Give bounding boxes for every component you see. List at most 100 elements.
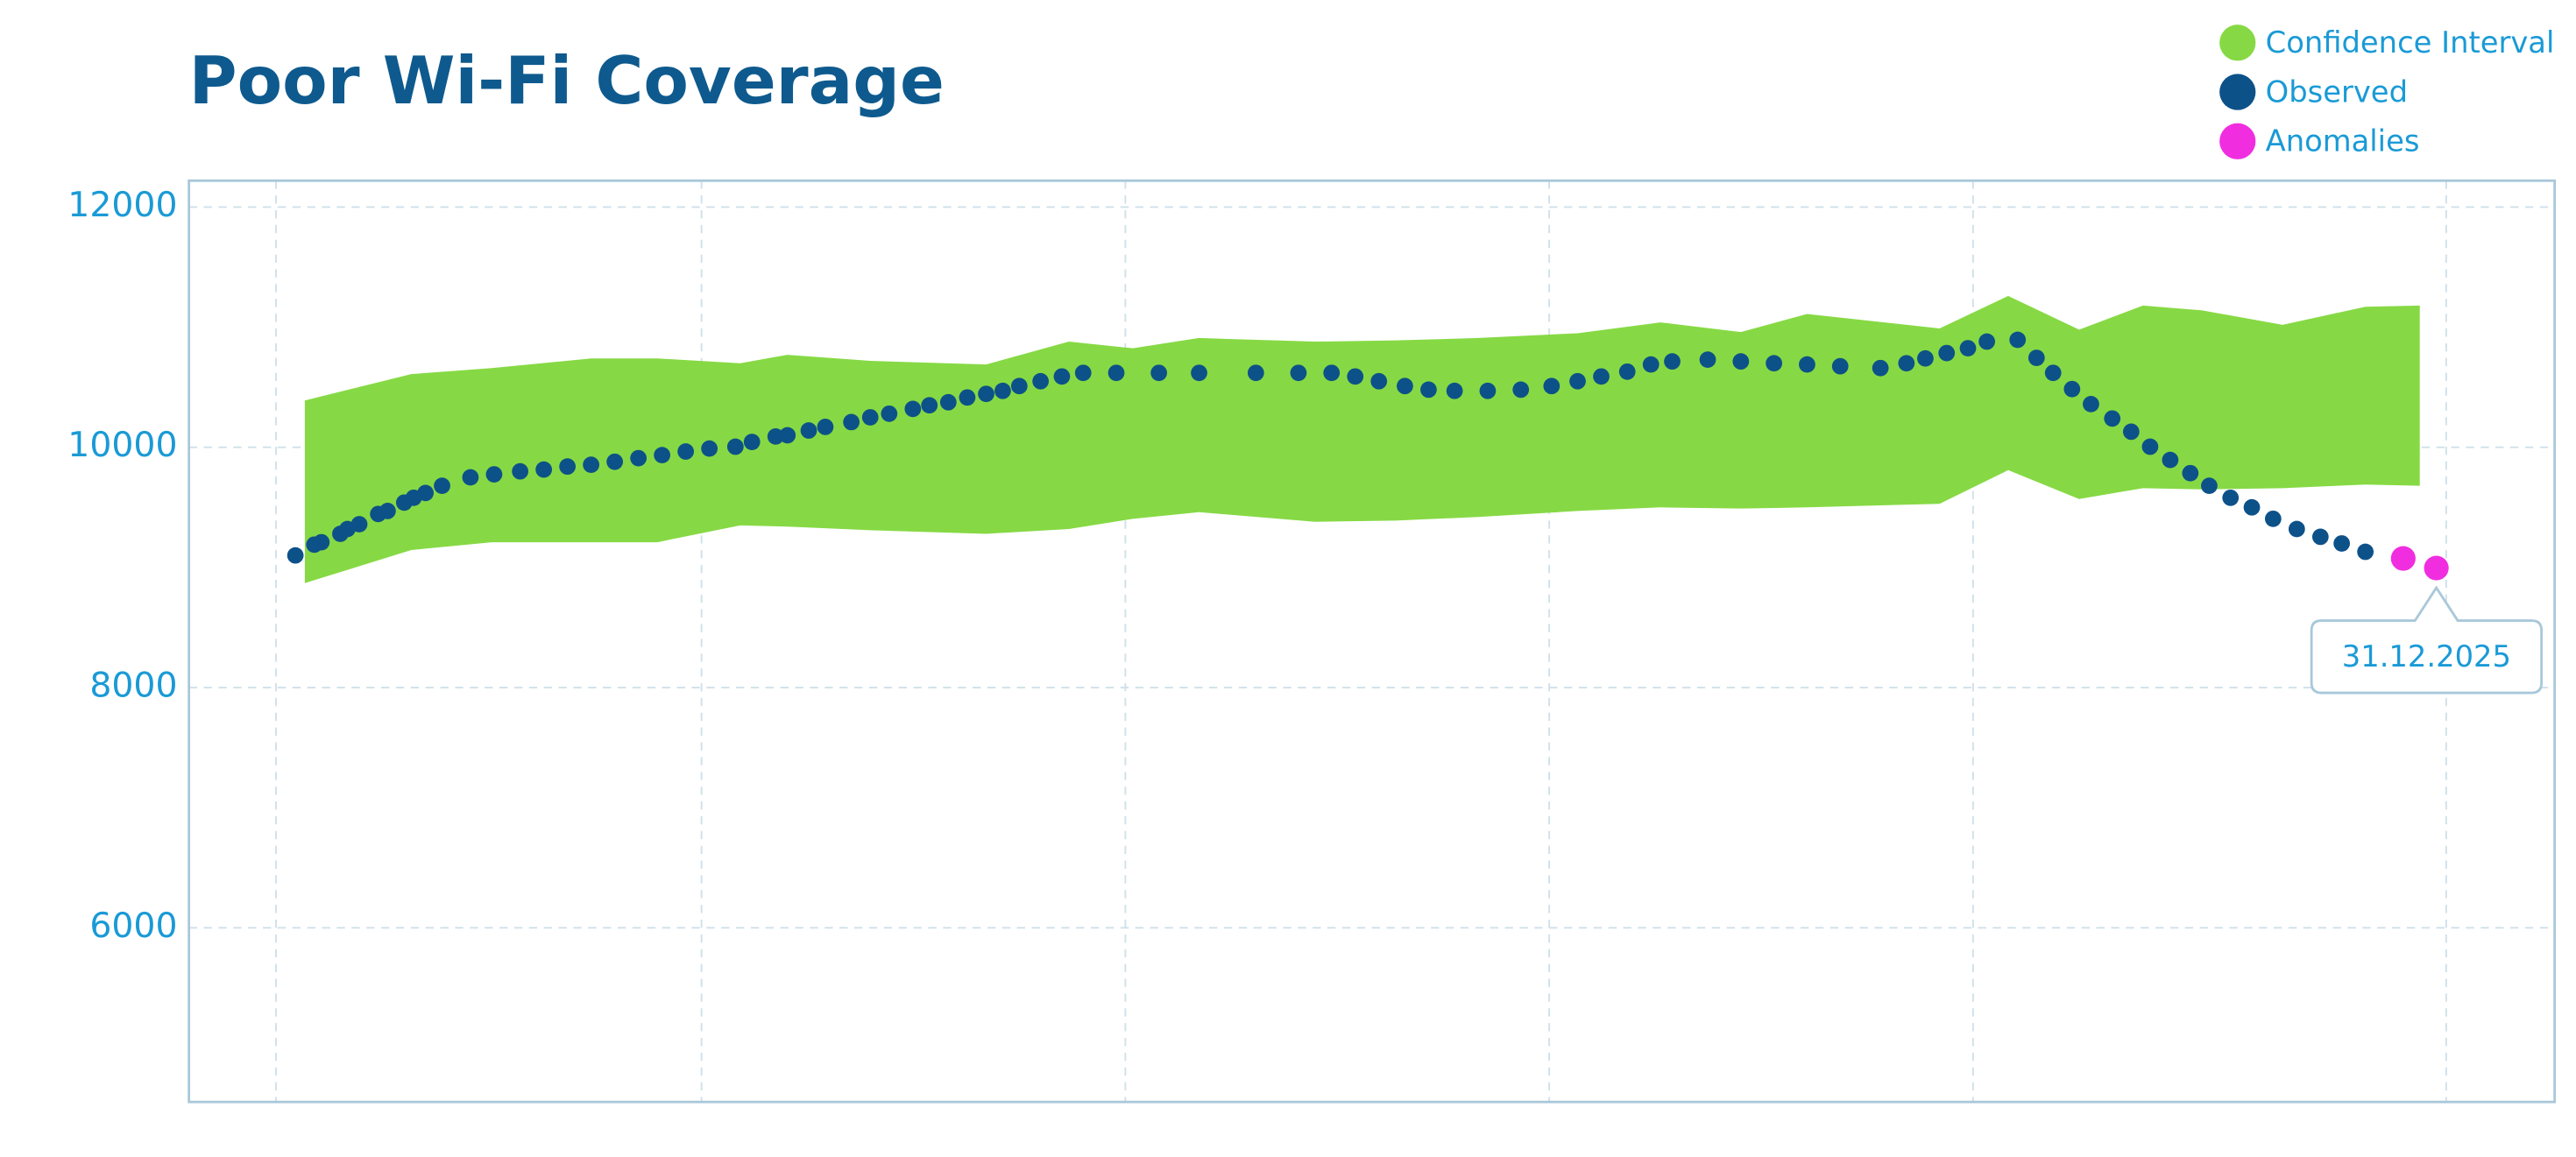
observed-point: [2201, 477, 2218, 494]
observed-point: [1699, 351, 1716, 368]
observed-point: [1618, 363, 1636, 380]
confidence-band: [304, 295, 2420, 583]
observed-point: [843, 413, 860, 431]
observed-point: [434, 477, 450, 494]
observed-point: [800, 422, 817, 439]
observed-point: [2311, 528, 2329, 546]
legend-marker: [2219, 74, 2256, 110]
observed-point: [2333, 535, 2350, 552]
observed-point: [1150, 364, 1167, 382]
observed-point: [559, 458, 576, 476]
observed-point: [1766, 355, 1783, 372]
observed-point: [1959, 340, 1977, 356]
observed-point: [512, 462, 528, 480]
observed-point: [817, 419, 834, 435]
anomaly-point: [2424, 555, 2449, 581]
observed-point: [1664, 353, 1681, 370]
observed-point: [861, 409, 879, 426]
observed-point: [1347, 368, 1364, 385]
observed-point: [2122, 423, 2140, 441]
observed-point: [1479, 382, 1497, 399]
observed-point: [1799, 356, 1815, 373]
observed-point: [1642, 356, 1660, 373]
anomaly-point: [2390, 546, 2416, 571]
observed-point: [1370, 372, 1388, 390]
y-tick-label: 8000: [89, 666, 177, 706]
observed-point: [1898, 355, 1915, 372]
legend-label: Confidence Interval: [2266, 25, 2555, 60]
tooltip-label: 31.12.2025: [2342, 639, 2511, 674]
observed-point: [2063, 380, 2081, 398]
observed-point: [701, 440, 718, 457]
observed-point: [1032, 372, 1049, 390]
observed-point: [743, 434, 761, 450]
observed-point: [2044, 364, 2062, 382]
tooltip-box: [2310, 585, 2544, 695]
y-tick-label: 10000: [67, 425, 177, 465]
chart-title: Poor Wi-Fi Coverage: [189, 42, 945, 119]
observed-point: [677, 443, 694, 460]
legend-label: Observed: [2266, 74, 2408, 109]
observed-point: [1420, 381, 1437, 399]
plot-border: [188, 179, 2557, 1104]
observed-point: [959, 389, 976, 406]
observed-point: [2288, 520, 2305, 538]
observed-point: [630, 449, 647, 467]
observed-point: [779, 427, 796, 444]
observed-point: [287, 547, 304, 564]
observed-point: [1247, 364, 1264, 382]
observed-point: [1108, 364, 1125, 382]
observed-point: [1543, 377, 1560, 395]
observed-point: [2222, 489, 2240, 506]
observed-point: [654, 447, 670, 464]
observed-point: [1569, 372, 1586, 390]
observed-point: [417, 484, 434, 502]
observed-point: [1446, 382, 1463, 399]
observed-point: [350, 516, 368, 533]
observed-point: [1074, 364, 1092, 382]
legend-label: Anomalies: [2266, 124, 2420, 159]
observed-point: [2243, 498, 2261, 516]
observed-point: [313, 533, 330, 551]
observed-point: [921, 397, 938, 414]
observed-point: [2083, 395, 2099, 413]
observed-point: [2357, 543, 2374, 561]
observed-point: [379, 503, 396, 519]
observed-point: [767, 428, 784, 445]
observed-point: [2162, 451, 2179, 469]
observed-point: [2141, 438, 2159, 455]
observed-point: [485, 466, 503, 483]
y-tick-label: 6000: [89, 906, 177, 946]
observed-point: [2264, 510, 2282, 527]
observed-point: [2028, 349, 2045, 366]
observed-point: [2182, 464, 2199, 482]
observed-point: [1872, 359, 1889, 377]
observed-point: [978, 385, 994, 403]
observed-point: [1053, 368, 1071, 385]
observed-point: [939, 393, 957, 411]
y-tick-label: 12000: [67, 185, 177, 225]
observed-point: [726, 438, 744, 455]
observed-point: [904, 400, 922, 418]
observed-point: [1512, 381, 1530, 399]
observed-point: [462, 469, 479, 486]
observed-point: [1978, 333, 1995, 350]
observed-point: [1938, 344, 1956, 362]
observed-point: [1290, 364, 1307, 382]
observed-point: [1323, 364, 1341, 382]
observed-point: [1010, 377, 1028, 395]
observed-point: [606, 453, 623, 470]
observed-point: [535, 461, 552, 478]
observed-point: [583, 456, 599, 473]
observed-point: [1191, 364, 1207, 382]
observed-point: [881, 405, 898, 422]
observed-point: [1831, 357, 1849, 375]
legend-marker: [2219, 25, 2256, 61]
observed-point: [1917, 349, 1934, 367]
observed-point: [1593, 368, 1610, 385]
observed-point: [2009, 331, 2027, 349]
legend-marker: [2219, 123, 2256, 159]
observed-point: [2104, 410, 2121, 427]
